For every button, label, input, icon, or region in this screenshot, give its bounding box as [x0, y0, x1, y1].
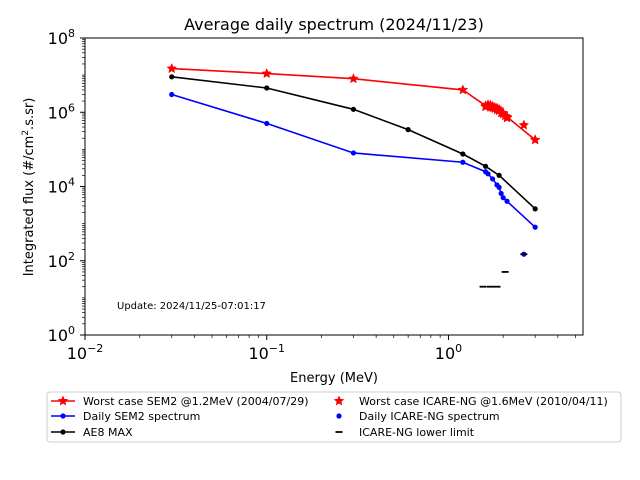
series-layer: [166, 62, 541, 288]
x-tick-label: 100: [435, 342, 462, 363]
y-tick-label: 102: [48, 250, 75, 271]
y-tick-exponent: 6: [68, 101, 75, 114]
y-axis-label: Integrated flux (#/cm2.s.sr): [21, 98, 37, 277]
data-point: [529, 134, 541, 145]
legend-marker: [333, 395, 345, 406]
legend-frame: [46, 391, 622, 443]
series-3: [480, 99, 541, 145]
data-point: [348, 73, 359, 84]
y-tick-base: 10: [48, 326, 68, 345]
data-point: [457, 84, 469, 95]
x-tick-base: 10: [435, 344, 455, 363]
data-point: [532, 206, 538, 212]
data-point: [485, 171, 491, 177]
legend-entry: Worst case ICARE-NG @1.6MeV (2010/04/11): [333, 395, 608, 408]
legend-label: Worst case ICARE-NG @1.6MeV (2010/04/11): [359, 395, 608, 408]
legend-marker: [60, 429, 66, 435]
series-2: [169, 74, 538, 212]
y-axis-label-superscript: 2: [21, 130, 31, 136]
y-tick-label: 104: [48, 176, 75, 197]
data-point: [496, 184, 502, 190]
legend-label: Daily SEM2 spectrum: [83, 410, 200, 423]
y-tick-label: 106: [48, 101, 75, 122]
data-point: [169, 74, 175, 80]
data-point: [264, 120, 270, 127]
data-point: [166, 62, 178, 74]
series-line: [171, 76, 536, 210]
y-axis-label-main: Integrated flux (#/cm: [22, 136, 37, 277]
y-tick-base: 10: [48, 252, 68, 271]
data-point: [498, 190, 504, 197]
series-5: [479, 253, 528, 288]
x-tick-label: 10−1: [248, 342, 285, 363]
legend-label: AE8 MAX: [83, 426, 133, 439]
data-point: [261, 67, 273, 79]
chart-title: Average daily spectrum (2024/11/23): [184, 15, 484, 34]
plot-area: [84, 37, 584, 336]
data-point: [264, 85, 270, 91]
y-tick-exponent: 0: [68, 324, 75, 337]
data-point: [350, 150, 357, 156]
legend-label: Worst case SEM2 @1.2MeV (2004/07/29): [83, 395, 308, 408]
data-point: [532, 224, 538, 230]
x-tick-base: 10: [248, 344, 268, 363]
x-tick-exponent: −2: [87, 342, 103, 355]
x-tick-base: 10: [67, 344, 87, 363]
legend: Worst case SEM2 @1.2MeV (2004/07/29) Dail…: [46, 391, 622, 443]
y-tick-base: 10: [48, 29, 68, 48]
data-point: [460, 151, 466, 157]
legend-marker: [57, 395, 69, 406]
y-tick-exponent: 4: [68, 176, 75, 189]
legend-label: ICARE-NG lower limit: [359, 426, 475, 439]
legend-items: Worst case SEM2 @1.2MeV (2004/07/29) Dail…: [51, 395, 608, 439]
plot-frame: [84, 37, 584, 336]
x-tick-label: 10−2: [67, 342, 104, 363]
y-tick-exponent: 2: [68, 250, 75, 263]
y-tick-label: 108: [48, 27, 75, 48]
x-axis-ticks: 10−2 10−1 100: [67, 335, 576, 363]
data-point: [350, 106, 357, 112]
y-tick-base: 10: [48, 178, 68, 197]
legend-entry: Worst case SEM2 @1.2MeV (2004/07/29): [51, 395, 308, 408]
series-1: [169, 91, 538, 230]
legend-marker: [336, 413, 342, 419]
legend-entry: Daily ICARE-NG spectrum: [336, 410, 500, 423]
y-axis-label-tail: .s.sr): [22, 98, 37, 130]
legend-entry: ICARE-NG lower limit: [335, 426, 475, 439]
data-point: [500, 195, 506, 201]
legend-entry: Daily SEM2 spectrum: [51, 410, 200, 423]
data-point: [405, 127, 411, 133]
data-point: [460, 159, 466, 165]
update-annotation: Update: 2024/11/25-07:01:17: [117, 301, 266, 312]
data-point: [169, 91, 175, 98]
x-tick-exponent: 0: [455, 342, 462, 355]
data-point: [501, 112, 513, 123]
data-point: [490, 176, 496, 182]
data-point: [496, 172, 502, 178]
x-tick-exponent: −1: [269, 342, 285, 355]
y-tick-exponent: 8: [68, 27, 75, 40]
data-point: [518, 119, 530, 130]
legend-label: Daily ICARE-NG spectrum: [359, 410, 500, 423]
data-point: [482, 163, 489, 169]
y-tick-base: 10: [48, 103, 68, 122]
legend-marker: [60, 413, 66, 419]
x-axis-label: Energy (MeV): [290, 371, 378, 386]
y-tick-label: 100: [48, 324, 75, 345]
legend-entry: AE8 MAX: [51, 426, 133, 439]
data-point: [504, 198, 510, 204]
